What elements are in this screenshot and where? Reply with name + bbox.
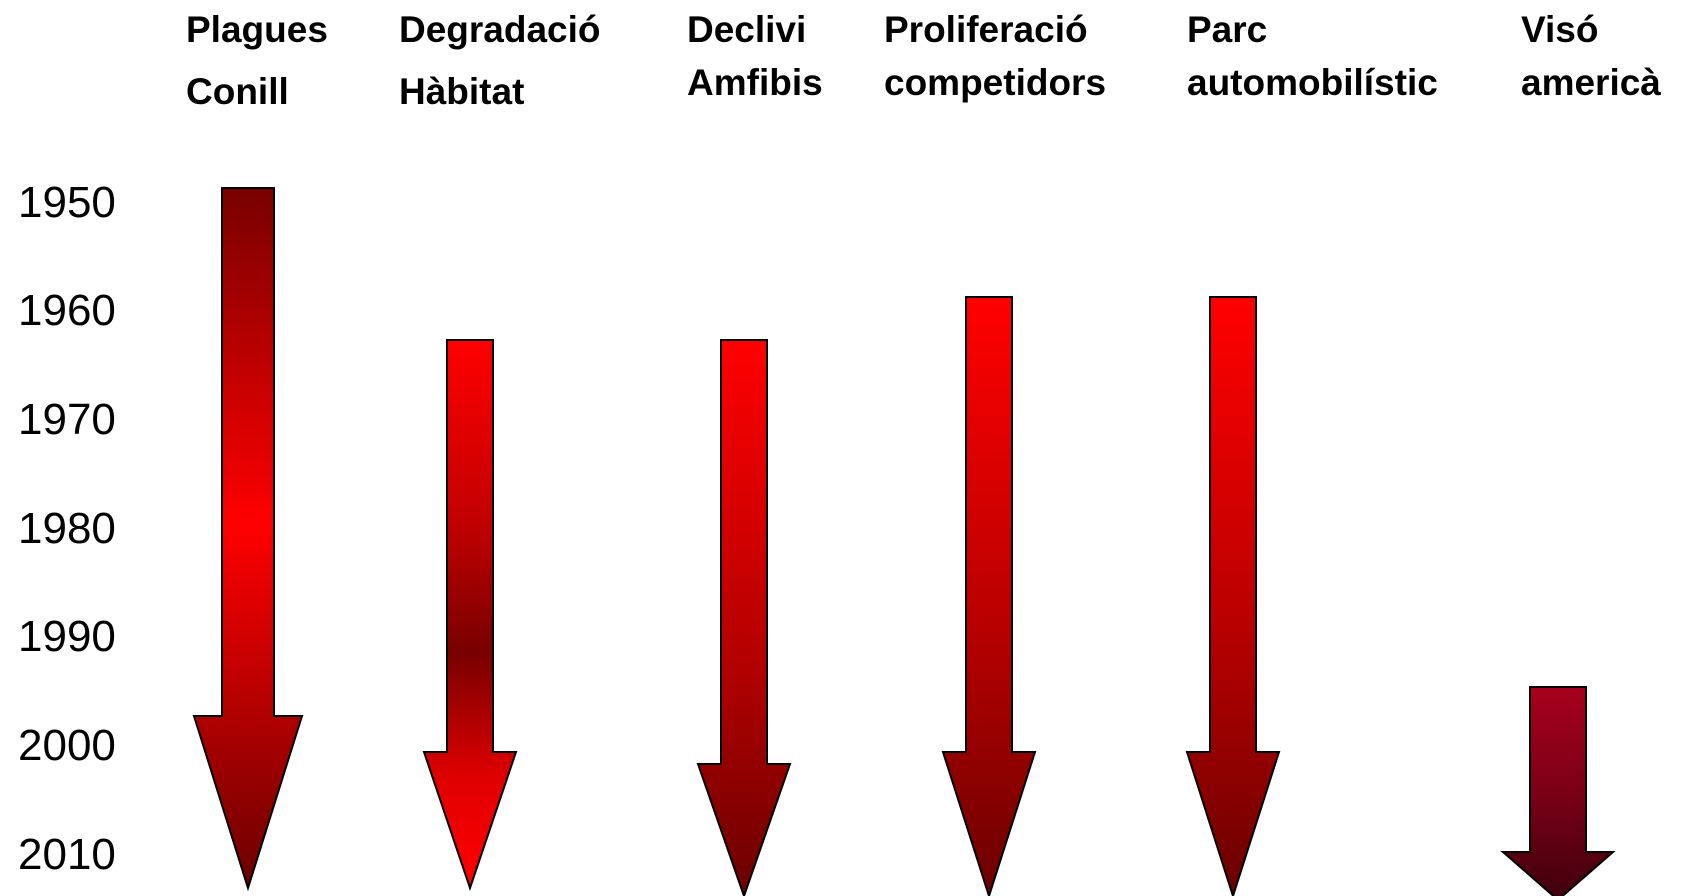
heading-declivi-amfibis-line2: Amfibis <box>687 62 823 103</box>
year-label-1990: 1990 <box>18 612 116 661</box>
heading-parc-automobilistic-line2: automobilístic <box>1187 62 1438 103</box>
arrow-parc-automobilistic <box>1185 296 1281 896</box>
heading-degradacio-habitat-line2: Hàbitat <box>399 71 524 112</box>
heading-declivi-amfibis-line1: Declivi <box>687 9 806 50</box>
year-label-2010: 2010 <box>18 830 116 879</box>
heading-plagues-conill-line2: Conill <box>186 71 289 112</box>
arrow-plagues-conill <box>192 187 304 892</box>
heading-degradacio-habitat-line1: Degradació <box>399 9 601 50</box>
arrow-declivi-amfibis <box>696 339 792 896</box>
year-label-1970: 1970 <box>18 395 116 444</box>
arrows <box>192 187 1616 896</box>
heading-proliferacio-competidors-line2: competidors <box>884 62 1106 103</box>
year-label-1950: 1950 <box>18 178 116 227</box>
year-axis: 1950 1960 1970 1980 1990 2000 2010 <box>18 178 116 879</box>
heading-viso-america-line2: americà <box>1521 62 1661 103</box>
arrow-viso-america <box>1500 686 1616 896</box>
heading-proliferacio-competidors-line1: Proliferació <box>884 9 1088 50</box>
arrow-degradacio-habitat <box>422 339 518 892</box>
year-label-2000: 2000 <box>18 721 116 770</box>
arrow-proliferacio-competidors <box>941 296 1037 896</box>
year-label-1960: 1960 <box>18 286 116 335</box>
heading-plagues-conill-line1: Plagues <box>186 9 328 50</box>
heading-viso-america-line1: Visó <box>1521 9 1598 50</box>
heading-parc-automobilistic-line1: Parc <box>1187 9 1267 50</box>
column-headings: Plagues Conill Degradació Hàbitat Decliv… <box>186 9 1661 112</box>
year-label-1980: 1980 <box>18 504 116 553</box>
